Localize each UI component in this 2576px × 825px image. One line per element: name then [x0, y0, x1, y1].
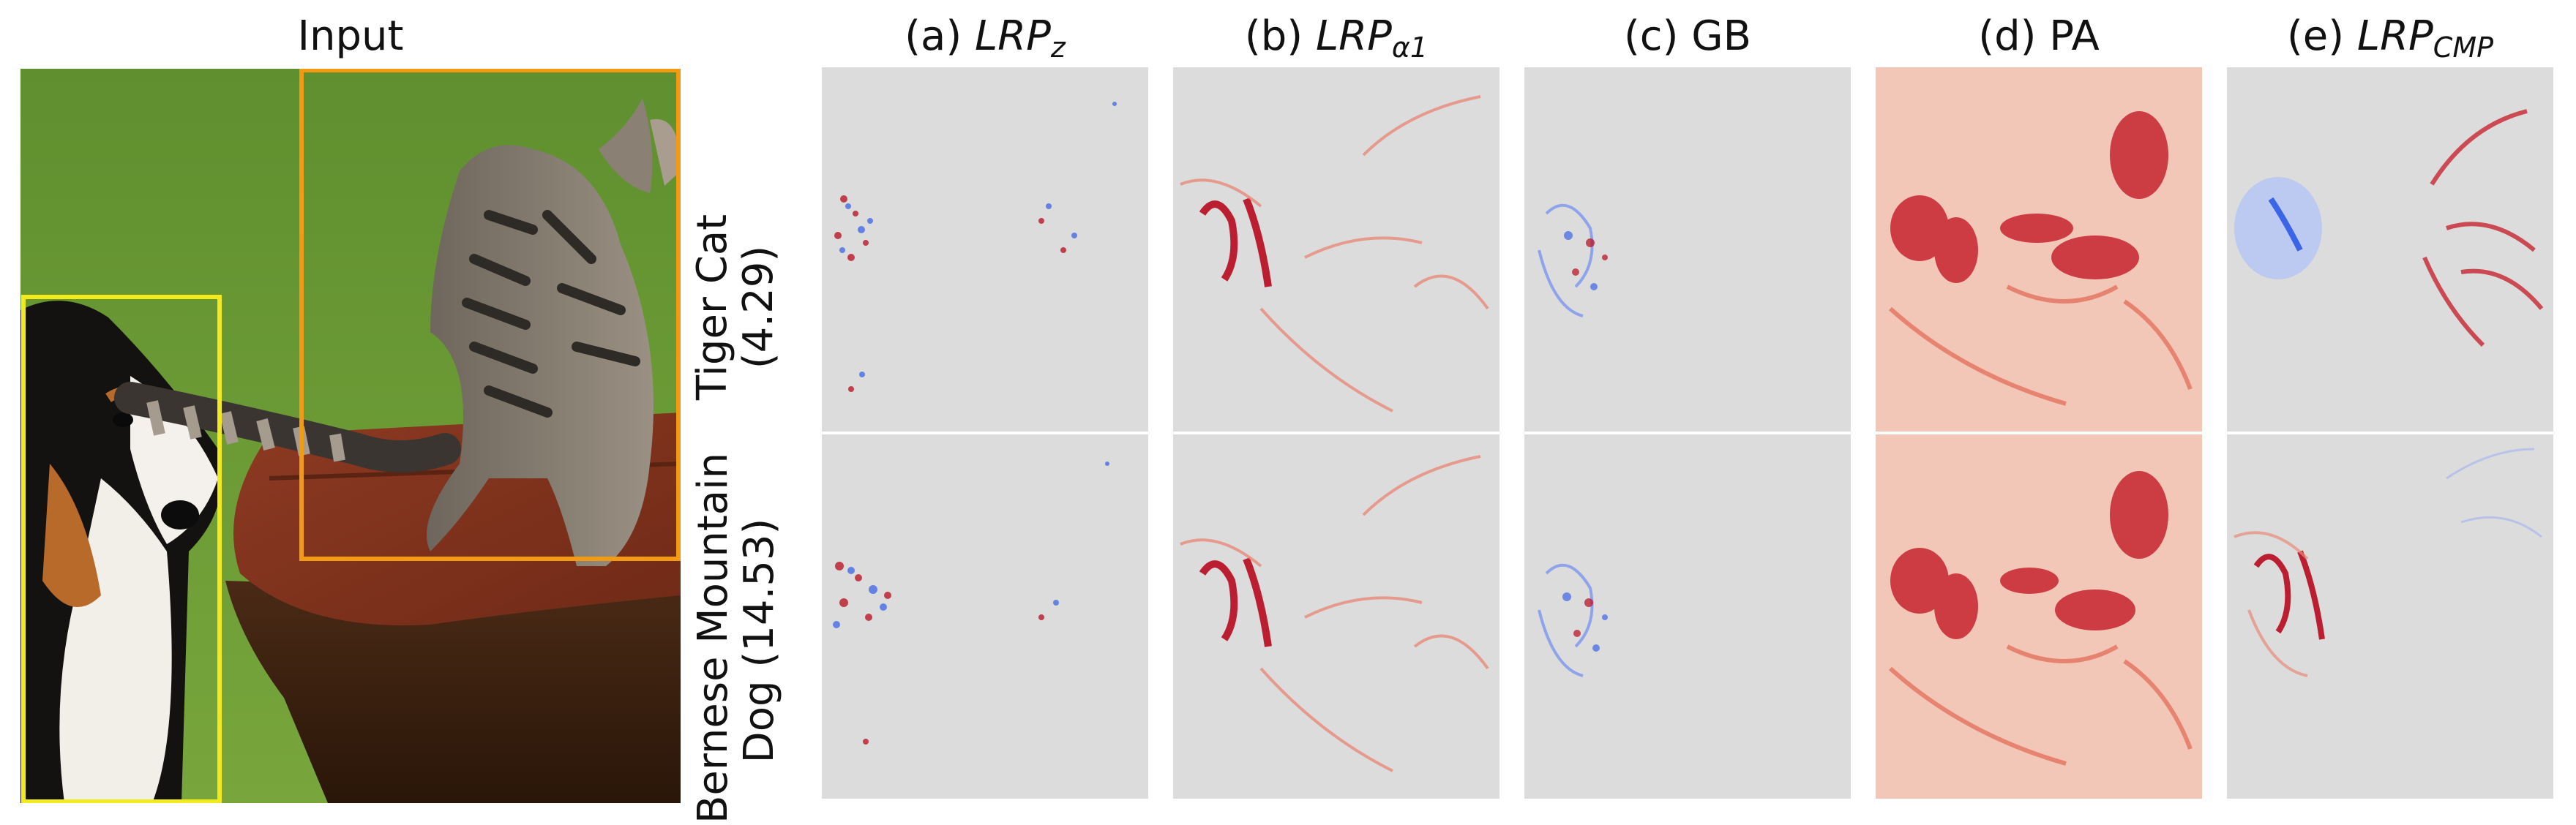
heatmap-dog-lrp-cmp — [2227, 434, 2553, 799]
heatmap-dog-lrp-z — [822, 434, 1148, 799]
column-title-d: (d) PA — [1978, 12, 2100, 60]
column-title-b: (b) LRPα1 — [1244, 12, 1429, 64]
input-photo — [20, 69, 681, 803]
cat — [114, 98, 681, 566]
dog — [20, 301, 222, 803]
column-title-c: (c) GB — [1623, 12, 1752, 60]
row-label-bernese-mountain-dog: Bernese Mountain Dog (14.53) — [689, 452, 783, 824]
dog-bounding-box — [21, 295, 222, 803]
stump-side — [225, 581, 681, 803]
row-label-tiger-cat: Tiger Cat (4.29) — [689, 214, 782, 401]
column-title-a: (a) LRPz — [905, 12, 1066, 64]
heatmap-cat-lrp-alpha1 — [1173, 67, 1499, 432]
column-title-e: (e) LRPCMP — [2286, 12, 2494, 64]
heatmap-dog-lrp-alpha1 — [1173, 434, 1499, 799]
heatmap-cat-pa — [1876, 67, 2202, 432]
heatmap-dog-gb — [1524, 434, 1851, 799]
cat-bounding-box — [299, 69, 681, 561]
heatmap-dog-pa — [1876, 434, 2202, 799]
input-title: Input — [297, 12, 404, 60]
heatmap-cat-gb — [1524, 67, 1851, 432]
heatmap-cat-lrp-z — [822, 67, 1148, 432]
heatmap-cat-lrp-cmp — [2227, 67, 2553, 432]
